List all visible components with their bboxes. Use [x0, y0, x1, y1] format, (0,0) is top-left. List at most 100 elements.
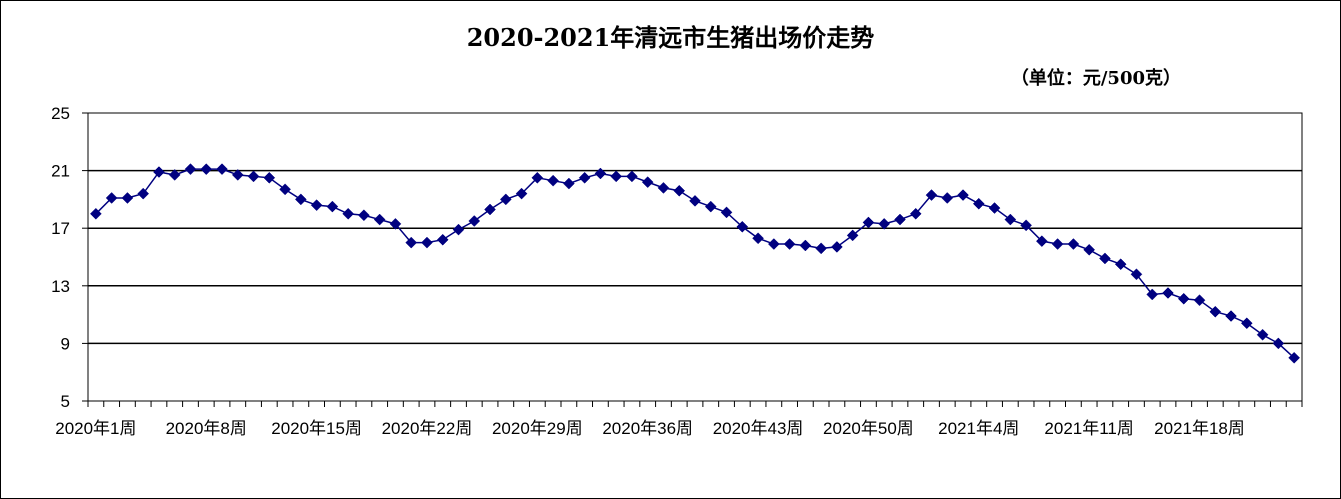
data-point: [578, 171, 591, 184]
data-point: [1051, 238, 1064, 250]
data-point: [468, 215, 481, 227]
grid-lines: [88, 169, 1302, 345]
data-point: [736, 220, 749, 233]
plot-area: [87, 112, 1303, 402]
data-point: [1067, 238, 1080, 250]
x-tick-label: 2020年43周: [713, 419, 804, 438]
data-point: [247, 170, 260, 183]
data-point: [563, 177, 575, 190]
data-point: [1288, 351, 1300, 364]
data-point: [988, 202, 1001, 214]
data-point: [925, 189, 938, 201]
x-tick-label: 2020年1周: [55, 419, 136, 438]
data-point: [484, 203, 496, 216]
data-point: [909, 207, 922, 220]
x-tick-label: 2021年18周: [1154, 419, 1245, 438]
data-point: [594, 167, 607, 180]
data-point: [1272, 337, 1285, 350]
data-point: [547, 174, 559, 187]
chart-unit-label: （单位：元/500克）: [1010, 68, 1181, 89]
data-point: [689, 194, 701, 207]
data-point: [326, 200, 339, 213]
data-point: [1177, 292, 1190, 305]
data-point: [704, 200, 717, 213]
series: [90, 163, 1300, 364]
data-point: [1209, 305, 1222, 318]
y-axis-ticks: 5 9 13 17 21 25: [51, 104, 88, 411]
y-tick-label: 9: [61, 334, 70, 353]
x-tick-label: 2020年36周: [602, 419, 693, 438]
data-point: [1036, 235, 1048, 248]
data-point: [105, 192, 118, 204]
data-point: [216, 163, 228, 176]
x-tick-label: 2021年11周: [1044, 419, 1133, 438]
data-point: [279, 183, 291, 196]
data-point: [389, 218, 402, 230]
data-point: [799, 239, 812, 252]
data-point: [1004, 213, 1017, 226]
data-point: [184, 163, 197, 176]
chart-title: 2020-2021年清远市生猪出场价走势: [466, 23, 875, 52]
data-point: [358, 209, 370, 222]
data-point: [878, 218, 891, 230]
data-point: [1240, 317, 1253, 330]
data-point: [1083, 243, 1096, 256]
data-point: [310, 199, 323, 212]
data-point: [263, 171, 276, 184]
x-tick-label: 2020年50周: [823, 419, 914, 438]
data-point: [294, 193, 307, 206]
y-tick-label: 17: [51, 219, 70, 238]
x-tick-label: 2020年15周: [271, 419, 362, 438]
data-point: [831, 241, 843, 253]
data-point: [168, 169, 181, 181]
data-point: [499, 193, 512, 206]
data-point: [610, 170, 623, 183]
data-point: [421, 236, 433, 249]
data-point: [515, 187, 528, 200]
data-point: [752, 232, 764, 245]
data-point: [200, 163, 213, 176]
data-point: [957, 189, 969, 201]
data-point: [1114, 258, 1127, 271]
x-tick-label: 2021年4周: [938, 419, 1019, 438]
data-point: [1162, 287, 1174, 299]
data-point: [231, 169, 244, 181]
x-tick-label: 2020年29周: [492, 419, 583, 438]
data-point: [137, 187, 150, 200]
data-point: [121, 192, 134, 204]
data-point: [657, 182, 670, 194]
data-point: [90, 207, 102, 220]
data-point: [815, 242, 827, 255]
data-point: [1256, 328, 1269, 341]
x-tick-label: 2020年22周: [382, 419, 473, 438]
data-point: [673, 184, 686, 197]
data-point: [153, 166, 165, 178]
data-point: [783, 238, 796, 250]
y-tick-label: 25: [51, 104, 70, 123]
data-point: [452, 223, 465, 236]
data-point: [436, 233, 449, 246]
data-point: [641, 176, 654, 188]
data-point: [1146, 288, 1159, 301]
data-point: [846, 229, 859, 242]
data-point: [720, 206, 733, 219]
data-point: [1099, 252, 1111, 265]
x-axis-ticks: 2020年1周 2020年8周 2020年15周 2020年22周 2020年29周 20…: [55, 401, 1303, 438]
y-tick-label: 21: [51, 162, 70, 181]
y-tick-label: 13: [51, 277, 70, 296]
data-point: [894, 213, 906, 226]
y-tick-label: 5: [61, 392, 70, 411]
data-point: [941, 192, 954, 204]
data-point: [1020, 219, 1032, 232]
data-point: [862, 216, 875, 229]
data-point: [373, 213, 386, 226]
data-point: [1193, 294, 1206, 307]
data-point: [767, 238, 780, 250]
x-tick-label: 2020年8周: [166, 419, 247, 438]
data-point: [1225, 310, 1237, 322]
data-point: [626, 170, 638, 183]
data-point: [531, 171, 544, 184]
data-point: [972, 197, 985, 210]
